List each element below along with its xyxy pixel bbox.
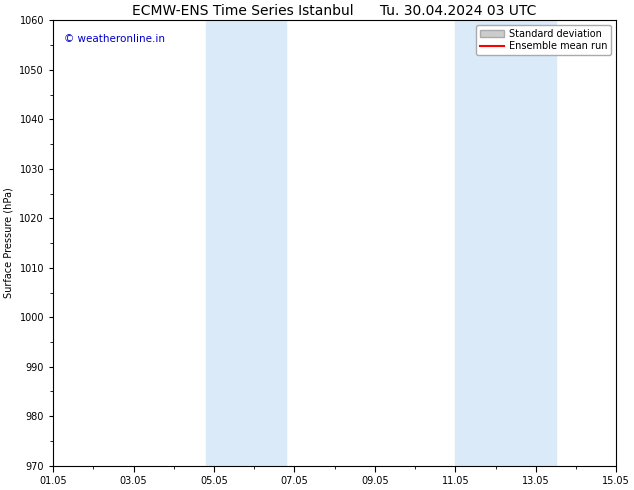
Legend: Standard deviation, Ensemble mean run: Standard deviation, Ensemble mean run: [476, 25, 611, 55]
Title: ECMW-ENS Time Series Istanbul      Tu. 30.04.2024 03 UTC: ECMW-ENS Time Series Istanbul Tu. 30.04.…: [133, 4, 537, 18]
Bar: [455, 21, 556, 465]
Text: © weatheronline.in: © weatheronline.in: [65, 34, 165, 44]
Bar: [206, 21, 287, 465]
Y-axis label: Surface Pressure (hPa): Surface Pressure (hPa): [4, 188, 14, 298]
